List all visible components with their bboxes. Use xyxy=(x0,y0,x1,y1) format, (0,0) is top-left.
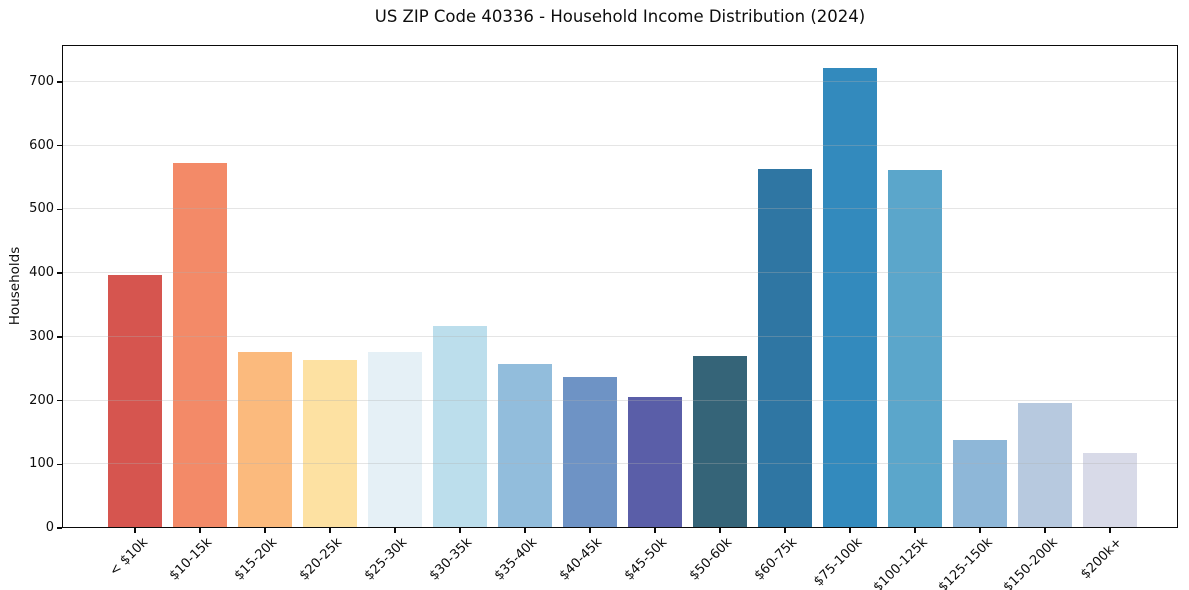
x-tick-label: $125-150k xyxy=(935,535,996,590)
x-tick-label: $45-50k xyxy=(622,535,671,584)
y-tick-label: 200 xyxy=(29,392,54,408)
gridline-600 xyxy=(62,144,1178,146)
y-tick-mark xyxy=(57,208,62,211)
plot-area xyxy=(62,45,1178,528)
y-tick-mark xyxy=(57,336,62,338)
y-tick-label: 100 xyxy=(29,456,54,472)
x-tick-mark xyxy=(134,528,136,533)
x-tick-label: < $10k xyxy=(106,535,151,580)
x-tick-mark xyxy=(1044,528,1046,533)
bar-100-125k xyxy=(888,169,942,528)
y-tick-label: 600 xyxy=(29,137,54,153)
x-tick-label: $35-40k xyxy=(492,535,541,584)
x-tick-mark xyxy=(394,528,396,533)
x-tick-label: $60-75k xyxy=(752,535,801,584)
x-tick-mark xyxy=(784,528,786,533)
bar-200k+ xyxy=(1083,452,1137,528)
x-tick-mark xyxy=(199,528,201,533)
bar-60-75k xyxy=(758,168,812,528)
x-tick-label: $30-35k xyxy=(427,535,476,584)
bar-40-45k xyxy=(563,376,617,528)
x-tick-label: $50-60k xyxy=(687,535,736,584)
bar-10-15k xyxy=(173,162,227,528)
bar-25-30k xyxy=(368,351,422,528)
y-tick-mark xyxy=(57,272,62,274)
gridline-700 xyxy=(62,80,1178,82)
x-tick-label: $25-30k xyxy=(362,535,411,584)
x-tick-mark xyxy=(589,528,591,533)
gridline-500 xyxy=(62,208,1178,210)
x-tick-label: $40-45k xyxy=(557,535,606,584)
bar-50-60k xyxy=(693,355,747,528)
x-tick-mark xyxy=(459,528,461,533)
y-tick-label: 700 xyxy=(29,73,54,89)
bar-30-35k xyxy=(433,326,487,528)
bar-125-150k xyxy=(953,440,1007,528)
x-tick-mark xyxy=(654,528,656,533)
x-tick-label: $150-200k xyxy=(1000,535,1061,590)
x-tick-label: $75-100k xyxy=(811,535,866,590)
y-tick-mark xyxy=(57,81,62,83)
x-tick-mark xyxy=(849,528,851,533)
x-tick-label: $200k+ xyxy=(1078,535,1126,583)
bar-45-50k xyxy=(628,396,682,528)
x-tick-mark xyxy=(524,528,526,533)
bar-15-20k xyxy=(238,351,292,528)
x-tick-label: $10-15k xyxy=(167,535,216,584)
gridline-200 xyxy=(62,399,1178,401)
y-tick-mark xyxy=(57,463,62,465)
x-tick-mark xyxy=(979,528,981,533)
gridline-300 xyxy=(62,335,1178,337)
x-tick-mark xyxy=(329,528,331,533)
bar-75-100k xyxy=(823,67,877,528)
y-tick-label: 400 xyxy=(29,265,54,281)
y-tick-label: 500 xyxy=(29,201,54,217)
y-tick-label: 0 xyxy=(45,520,54,535)
y-tick-mark xyxy=(57,399,62,402)
y-tick-mark xyxy=(57,144,62,147)
x-tick-mark xyxy=(264,528,266,533)
x-tick-mark xyxy=(719,528,721,533)
x-tick-label: $20-25k xyxy=(297,535,346,584)
bar-20-25k xyxy=(303,360,357,528)
y-tick-mark xyxy=(57,527,62,529)
bar-150-200k xyxy=(1018,403,1072,528)
y-tick-label: 300 xyxy=(29,328,54,344)
x-tick-label: $100-125k xyxy=(870,535,931,590)
x-tick-mark xyxy=(914,528,916,533)
gridline-100 xyxy=(62,463,1178,465)
bar-35-40k xyxy=(498,363,552,528)
bar-10k xyxy=(108,275,162,528)
chart-title: US ZIP Code 40336 - Household Income Dis… xyxy=(374,7,866,26)
gridline-400 xyxy=(62,272,1178,274)
x-tick-mark xyxy=(1109,528,1111,533)
x-tick-label: $15-20k xyxy=(232,535,281,584)
